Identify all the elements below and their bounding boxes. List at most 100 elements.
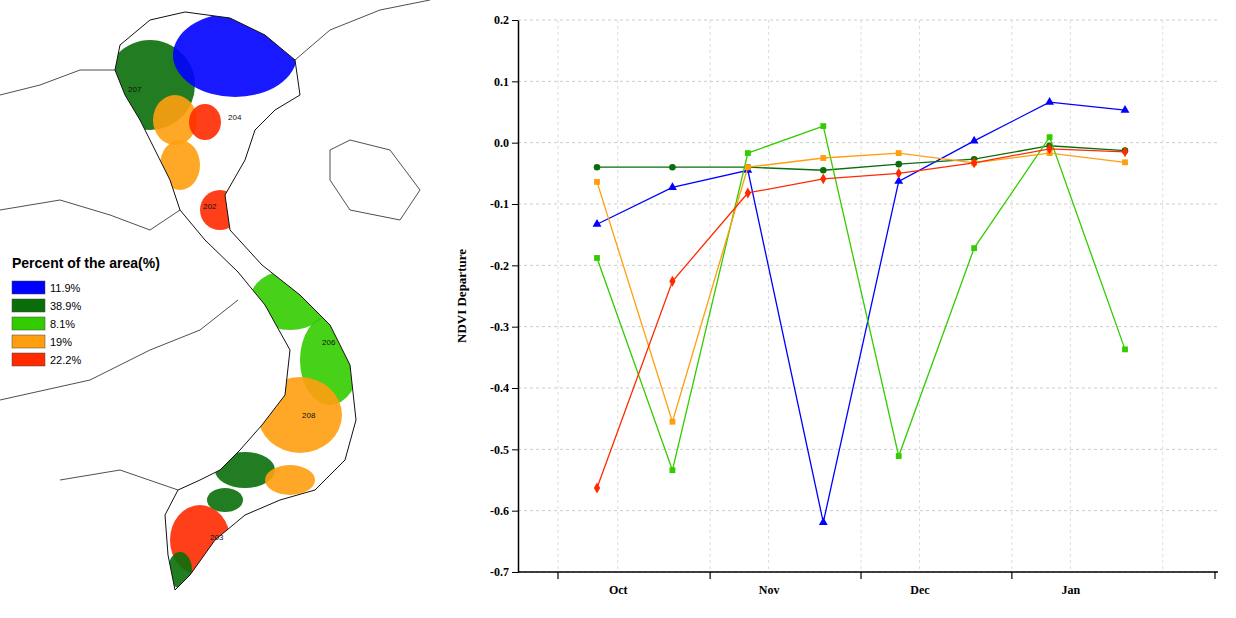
series-marker bbox=[1121, 105, 1130, 113]
map-class-area bbox=[168, 552, 192, 588]
x-tick-label: Nov bbox=[759, 583, 780, 597]
series-marker bbox=[1045, 97, 1054, 105]
x-tick-label: Oct bbox=[609, 583, 628, 597]
y-tick-label: -0.6 bbox=[490, 504, 509, 518]
series-marker bbox=[820, 155, 826, 161]
series-marker bbox=[896, 168, 902, 179]
plot: -0.7-0.6-0.5-0.4-0.3-0.2-0.10.00.10.2Oct… bbox=[490, 13, 1218, 597]
x-tick: Dec bbox=[910, 583, 930, 597]
y-grid-line bbox=[518, 81, 1218, 82]
y-axis-title: NDVI Departure bbox=[454, 249, 469, 343]
legend-label: 8.1% bbox=[50, 318, 75, 330]
x-tick: Jan bbox=[1061, 583, 1080, 597]
region-label: 203 bbox=[210, 533, 224, 542]
series-marker bbox=[745, 164, 752, 171]
y-tick-label: -0.3 bbox=[490, 320, 509, 334]
legend-swatch bbox=[12, 281, 45, 294]
y-tick-mark bbox=[512, 511, 518, 512]
country-border bbox=[0, 300, 238, 400]
y-tick-mark bbox=[512, 20, 518, 21]
y-tick-mark bbox=[512, 81, 518, 82]
x-grid-line bbox=[617, 20, 618, 572]
y-grid-line bbox=[518, 204, 1218, 205]
y-tick-mark bbox=[512, 265, 518, 266]
series-line bbox=[597, 149, 1125, 488]
map-classes bbox=[105, 13, 360, 588]
map-class-area bbox=[207, 488, 243, 512]
x-grid-line bbox=[768, 20, 769, 572]
country-border bbox=[0, 70, 115, 95]
region-label: 202 bbox=[203, 202, 217, 211]
country-border bbox=[330, 140, 420, 220]
legend-title: Percent of the area(%) bbox=[12, 255, 160, 271]
series-marker bbox=[669, 276, 675, 287]
y-tick-label: 0.0 bbox=[494, 136, 509, 150]
series-marker bbox=[594, 179, 600, 185]
map-class-area bbox=[265, 465, 315, 495]
x-grid-line bbox=[1070, 20, 1071, 572]
map-class-area bbox=[160, 140, 200, 190]
legend: Percent of the area(%)11.9%38.9%8.1%19%2… bbox=[12, 255, 160, 366]
series-marker bbox=[1122, 146, 1128, 157]
series-marker bbox=[895, 161, 902, 168]
x-grid-line bbox=[861, 20, 862, 572]
series-marker bbox=[971, 245, 977, 251]
legend-label: 38.9% bbox=[50, 300, 81, 312]
y-tick: -0.7 bbox=[490, 565, 518, 579]
country-outline bbox=[115, 12, 356, 590]
y-tick-label: -0.7 bbox=[490, 565, 509, 579]
legend-label: 19% bbox=[50, 336, 72, 348]
region-label: 206 bbox=[322, 338, 336, 347]
y-tick-label: -0.2 bbox=[490, 259, 509, 273]
y-grid-line bbox=[518, 326, 1218, 327]
y-tick: 0.1 bbox=[494, 75, 518, 89]
series-marker bbox=[896, 453, 902, 459]
y-axis-line bbox=[518, 21, 520, 573]
legend-swatch bbox=[12, 299, 45, 312]
y-tick-label: -0.5 bbox=[490, 443, 509, 457]
legend-label: 22.2% bbox=[50, 354, 81, 366]
map-class-area bbox=[189, 104, 221, 140]
y-tick-mark bbox=[512, 204, 518, 205]
series-marker bbox=[594, 255, 600, 261]
series-marker bbox=[971, 157, 977, 168]
map-class-area bbox=[258, 377, 342, 453]
x-grid-line bbox=[919, 20, 920, 572]
series-marker bbox=[745, 164, 751, 170]
x-tick-mark bbox=[710, 572, 711, 579]
map: 207204202206208203 bbox=[0, 0, 430, 590]
y-tick-label: 0.2 bbox=[494, 13, 509, 27]
x-tick-mark bbox=[1011, 572, 1012, 579]
series-group bbox=[593, 97, 1130, 525]
series-marker bbox=[593, 219, 602, 227]
series-marker bbox=[820, 173, 826, 184]
y-grid-line bbox=[518, 388, 1218, 389]
series-marker bbox=[970, 136, 979, 144]
legend-swatch bbox=[12, 335, 45, 348]
x-tick-mark bbox=[860, 572, 861, 579]
series-marker bbox=[670, 467, 676, 473]
series-marker bbox=[819, 517, 828, 525]
y-tick: -0.5 bbox=[490, 443, 518, 457]
x-axis-line bbox=[518, 571, 1218, 573]
y-grid-line bbox=[518, 449, 1218, 450]
series-marker bbox=[668, 182, 677, 190]
y-grid-line bbox=[518, 142, 1218, 143]
series-marker bbox=[745, 150, 751, 156]
x-grid-line bbox=[1011, 20, 1012, 572]
region-label: 207 bbox=[128, 85, 142, 94]
series-marker bbox=[896, 150, 902, 156]
y-tick-label: 0.1 bbox=[494, 75, 509, 89]
y-tick-mark bbox=[512, 327, 518, 328]
x-tick: Oct bbox=[609, 583, 628, 597]
series-line bbox=[597, 126, 1125, 470]
series-marker bbox=[670, 419, 676, 425]
y-tick-mark bbox=[512, 143, 518, 144]
legend-swatch bbox=[12, 353, 45, 366]
y-tick-mark bbox=[512, 388, 518, 389]
x-tick-label: Jan bbox=[1061, 583, 1080, 597]
country-border bbox=[60, 470, 178, 490]
series-marker bbox=[1047, 134, 1053, 140]
y-tick: 0.2 bbox=[494, 13, 518, 27]
y-tick-mark bbox=[512, 449, 518, 450]
